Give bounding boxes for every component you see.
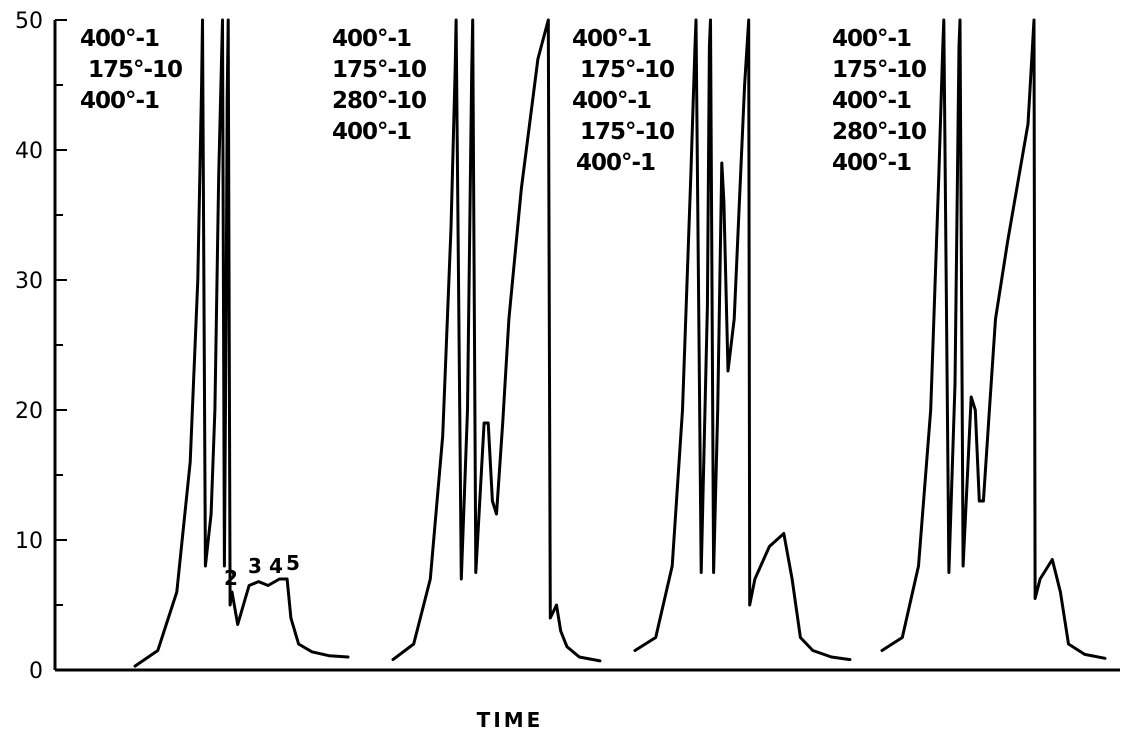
condition-label: 400°-1 (832, 26, 911, 52)
condition-label: 400°-1 (572, 26, 651, 52)
condition-label: 280°-10 (332, 88, 426, 114)
condition-label: 280°-10 (832, 119, 926, 145)
condition-label: 175°-10 (580, 57, 674, 83)
y-tick-label: 40 (15, 139, 43, 164)
peak-label: 5 (286, 551, 300, 575)
condition-label: 400°-1 (80, 26, 159, 52)
condition-label: 400°-1 (572, 88, 651, 114)
condition-labels: 400°-1 175°-10 400°-1 2 3 4 5 400°-1 175°-10 280°… (80, 26, 927, 590)
condition-label: 175°-10 (332, 57, 426, 83)
condition-label: 400°-1 (832, 88, 911, 114)
axes: 0 10 20 30 40 50 (15, 9, 1120, 684)
peak-label: 3 (248, 554, 262, 578)
x-axis-label: TIME (477, 708, 544, 732)
condition-label: 175°-10 (832, 57, 926, 83)
trace-panel-4 (880, 18, 1107, 660)
trace-panel-2 (391, 18, 602, 663)
y-tick-label: 10 (15, 529, 43, 554)
y-tick-label: 20 (15, 399, 43, 424)
y-tick-label: 50 (15, 9, 43, 34)
condition-label: 400°-1 (832, 150, 911, 176)
condition-label: 175°-10 (580, 119, 674, 145)
condition-label: 400°-1 (576, 150, 655, 176)
peak-label: 4 (269, 554, 283, 578)
trace-panel-1 (133, 18, 350, 668)
condition-label: 400°-1 (332, 119, 411, 145)
condition-label: 400°-1 (80, 88, 159, 114)
y-tick-label: 0 (29, 659, 43, 684)
traces (133, 18, 1107, 668)
peak-label: 2 (224, 566, 238, 590)
condition-label: 400°-1 (332, 26, 411, 52)
condition-label: 175°-10 (88, 57, 182, 83)
trace-panel-3 (633, 18, 852, 662)
y-tick-label: 30 (15, 269, 43, 294)
